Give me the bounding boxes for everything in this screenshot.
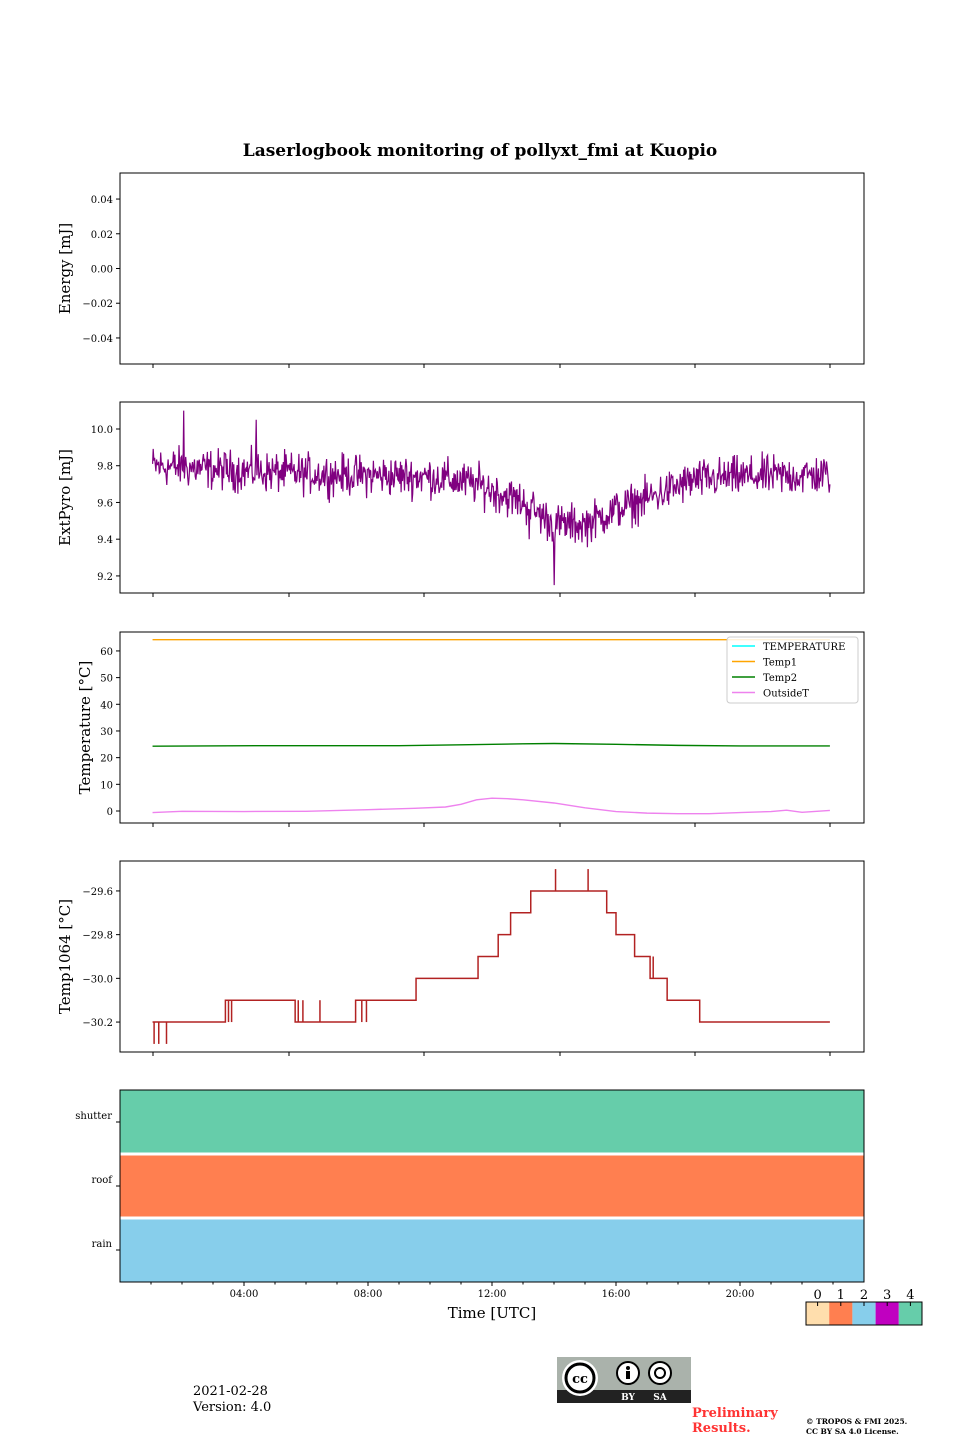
y-tick-label: roof [91, 1175, 113, 1186]
axes-frame [119, 631, 865, 824]
preliminary-line2: Results. [692, 1421, 751, 1436]
legend-label: Temp1 [763, 658, 797, 669]
y-tick-label: 0 [107, 807, 113, 818]
y-tick-label: 20 [100, 754, 113, 765]
y-tick-label: −0.04 [82, 334, 113, 345]
extpyro-line [152, 410, 831, 586]
y-tick-label: 0.02 [91, 230, 113, 241]
panel-status: shutter roof rain 04:00 08:00 12:00 16:00 20:00… [75, 1089, 923, 1326]
x-tick-label: 16:00 [602, 1289, 631, 1300]
sa-icon [648, 1361, 672, 1385]
y-tick-label: −30.2 [82, 1018, 113, 1029]
by-label: BY [621, 1393, 635, 1403]
panel-temp1064: −29.6 −29.8 −30.0 −30.2 Temp1064 [°C] [56, 860, 865, 1056]
series-temp2 [152, 742, 830, 747]
colorbar-label: 2 [860, 1288, 868, 1303]
colorbar-cell [852, 1302, 876, 1325]
x-tick-label: 04:00 [230, 1289, 259, 1300]
status-band-roof [120, 1154, 864, 1218]
preliminary-note: Preliminary Results. [692, 1406, 778, 1436]
y-tick-label: 60 [100, 647, 113, 658]
colorbar-label: 0 [813, 1288, 821, 1303]
copyright-line2: CC BY SA 4.0 License. [806, 1427, 899, 1436]
panel-energy: 0.04 0.02 0.00 −0.02 −0.04 Energy [mJ] [56, 172, 865, 368]
preliminary-line1: Preliminary [692, 1406, 778, 1421]
series-outsidet [152, 797, 830, 815]
legend-label: OutsideT [763, 689, 809, 700]
y-axis-label: Energy [mJ] [56, 223, 74, 314]
y-tick-label: 9.8 [97, 462, 113, 473]
cc-by-sa-logo: cc BY SA [557, 1357, 691, 1403]
date-label: 2021-02-28 [193, 1384, 268, 1399]
y-tick-label: 0.00 [91, 265, 113, 276]
y-tick-label: 9.4 [97, 535, 113, 546]
colorbar-cell [806, 1302, 830, 1325]
y-tick-label: rain [92, 1239, 113, 1250]
version-label: Version: 4.0 [193, 1400, 272, 1415]
y-tick-label: 40 [100, 700, 113, 711]
plot-area [152, 410, 831, 586]
figure-title: Laserlogbook monitoring of pollyxt_fmi a… [242, 141, 718, 161]
legend-box [726, 636, 859, 704]
axes-frame [119, 401, 865, 594]
plot-area [152, 639, 830, 815]
plot-area [152, 869, 830, 1044]
legend: TEMPERATURE Temp1 Temp2 OutsideT [726, 636, 859, 704]
y-tick-label: 9.2 [97, 572, 113, 583]
sa-label: SA [653, 1393, 667, 1403]
y-tick-label: 9.6 [97, 498, 113, 509]
y-tick-label: 10.0 [91, 425, 113, 436]
y-tick-label: −30.0 [82, 974, 113, 985]
status-band-shutter [120, 1090, 864, 1154]
copyright-line1: © TROPOS & FMI 2025. [806, 1417, 908, 1426]
y-tick-label: shutter [75, 1111, 112, 1122]
legend-label: TEMPERATURE [763, 642, 845, 653]
y-axis-label: Temp1064 [°C] [56, 899, 74, 1014]
colorbar-label: 3 [883, 1288, 891, 1303]
colorbar-cell [875, 1302, 899, 1325]
x-tick-label: 20:00 [726, 1289, 755, 1300]
colorbar-label: 4 [906, 1288, 914, 1303]
x-tick-label: 12:00 [478, 1289, 507, 1300]
colorbar-label: 1 [837, 1288, 845, 1303]
y-axis-label: ExtPyro [mJ] [56, 449, 74, 546]
temp1064-line [152, 890, 830, 1023]
colorbar-cell [829, 1302, 853, 1325]
colorbar-cell [898, 1302, 922, 1325]
panel-extpyro: 10.0 9.8 9.6 9.4 9.2 ExtPyro [mJ] [56, 401, 865, 597]
legend-label: Temp2 [763, 673, 797, 684]
status-band-rain [120, 1218, 864, 1282]
y-tick-label: 0.04 [91, 195, 113, 206]
y-axis-label: Temperature [°C] [76, 661, 94, 795]
y-tick-label: −0.02 [82, 299, 113, 310]
y-tick-label: 50 [100, 674, 113, 685]
copyright: © TROPOS & FMI 2025. CC BY SA 4.0 Licens… [806, 1417, 907, 1437]
y-tick-label: 30 [100, 727, 113, 738]
axes-frame [119, 172, 865, 365]
x-axis-label: Time [UTC] [448, 1304, 537, 1322]
date-version: 2021-02-28 Version: 4.0 [193, 1384, 271, 1416]
svg-text:cc: cc [572, 1372, 588, 1387]
axes-frame [119, 860, 865, 1053]
y-tick-label: −29.6 [82, 887, 113, 898]
panel-temperature: 60 50 40 30 20 10 0 Temperature [°C] TEMPERATURE… [76, 631, 865, 827]
x-tick-label: 08:00 [354, 1289, 383, 1300]
y-tick-label: −29.8 [82, 931, 113, 942]
colorbar-frame [805, 1301, 923, 1326]
y-tick-label: 10 [100, 780, 113, 791]
